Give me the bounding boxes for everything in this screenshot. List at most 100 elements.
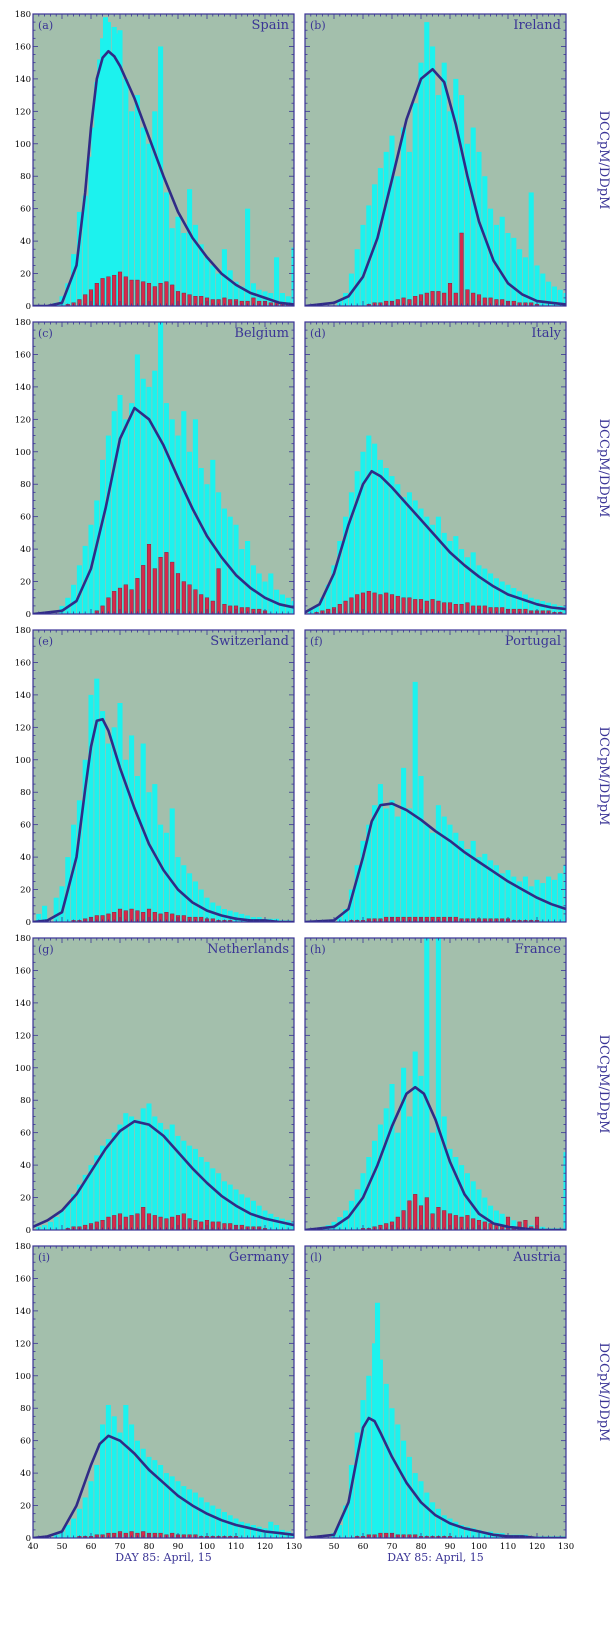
x-axis-label: DAY 85: April, 15 [387,1551,484,1564]
dcc-bar [146,143,152,306]
dcc-bar [366,824,372,922]
dcc-bar [511,1220,517,1230]
dcc-bar [366,435,372,614]
dcc-bar [406,151,412,306]
dcc-bar [227,270,233,306]
y-tick-label: 100 [15,1064,31,1074]
dd-bar [228,605,233,614]
x-tick-label: 120 [257,1542,273,1552]
dcc-bar [488,860,494,922]
dcc-bar [476,1189,482,1230]
dcc-bar [111,1132,117,1230]
dcc-bar [169,419,175,614]
dcc-bar [389,1408,395,1538]
dcc-bar [383,151,389,306]
y-tick-label: 180 [15,10,31,20]
panel-letter: (h) [310,943,326,956]
y-axis-label: DCCpM/DDpM [596,1035,611,1134]
y-tick-label: 160 [15,966,31,976]
plot-background [305,630,566,922]
y-tick-label: 60 [20,1437,31,1447]
x-tick-label: 70 [115,1542,126,1552]
dcc-bar [377,1124,383,1230]
y-tick-label: 120 [15,1339,31,1349]
dcc-bar [245,208,251,306]
dd-bar [141,1207,146,1230]
dcc-bar [551,604,557,614]
dcc-bar [181,1140,187,1230]
dcc-bar [169,808,175,922]
dcc-bar [314,605,320,614]
dcc-bar [42,905,48,922]
tick-marks [32,13,295,307]
panel-switzerland: 0 20 40 60 80 100 120 140 160 180 (e) Switzerland [15,626,295,928]
tick-marks [304,1245,567,1539]
dcc-bar [360,840,366,922]
dcc-bar [528,192,534,306]
panel-france: (h) France DCCpM/DDpM [304,937,611,1231]
dcc-bar [522,876,528,922]
dd-bar [100,278,105,306]
dcc-bar [146,386,152,614]
dcc-bar [105,1139,111,1230]
dcc-bar [262,1210,268,1230]
dcc-bar [557,289,563,306]
plot-background [33,938,294,1230]
dcc-bar [82,759,88,922]
dcc-bar [430,46,436,306]
dd-bar [135,279,140,306]
dcc-bar [383,1108,389,1230]
dcc-bar [123,1404,129,1538]
dd-bar [170,284,175,306]
country-title: Portugal [505,634,561,649]
dcc-bar [198,1157,204,1230]
dcc-bar [401,497,407,614]
dd-bar [129,589,134,614]
dcc-bar [464,1173,470,1230]
dcc-bar [348,273,354,306]
dcc-bar [94,1465,100,1538]
y-tick-label: 120 [15,1031,31,1041]
dd-bar [517,1221,522,1230]
dd-bar [430,1213,435,1230]
country-title: Germany [229,1250,290,1265]
dcc-bar [377,168,383,306]
dcc-bar [354,249,360,306]
dcc-bar [447,1148,453,1230]
panel-letter: (i) [38,1251,50,1264]
dcc-bar [470,552,476,614]
panel-letter: (f) [310,635,323,648]
dcc-bar [245,1523,251,1538]
plot-background [305,14,566,306]
tick-marks [304,321,567,615]
dcc-bar [256,1526,262,1538]
dd-bar [100,1220,105,1230]
dcc-bar [216,1508,222,1538]
panel-letter: (l) [310,1251,322,1264]
dd-bar [442,1210,447,1230]
dcc-bar [389,1084,395,1230]
dcc-bar [111,727,117,922]
dcc-bar [187,873,193,922]
dcc-bar [447,111,453,306]
dd-bar [164,552,169,614]
dcc-bar [505,233,511,306]
y-tick-label: 100 [15,756,31,766]
dcc-bar [470,840,476,922]
dcc-bar [447,824,453,922]
dcc-bar [343,1505,349,1538]
dd-bar [141,565,146,614]
dcc-bar [482,1197,488,1230]
x-tick-label: 40 [28,1542,39,1552]
dcc-bar [152,111,158,306]
dcc-bar [563,293,566,306]
dcc-bar [418,1481,424,1538]
dcc-bar [418,62,424,306]
x-tick-label: 80 [144,1542,155,1552]
fit-curve [33,717,294,922]
y-tick-label: 100 [15,140,31,150]
dcc-bar [424,938,430,1230]
dcc-bar [88,156,94,306]
y-tick-label: 140 [15,75,31,85]
dd-bar [199,594,204,614]
